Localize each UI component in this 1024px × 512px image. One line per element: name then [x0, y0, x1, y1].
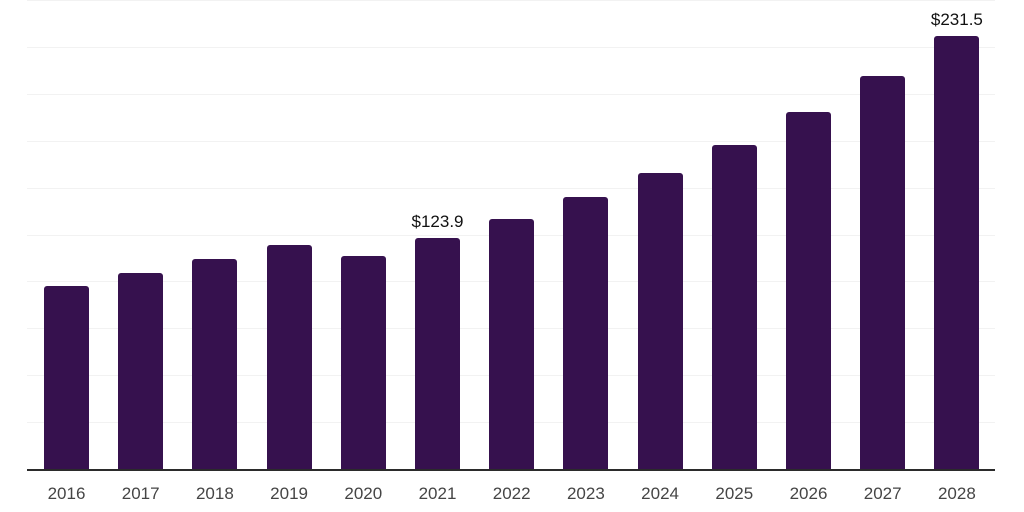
bar-2022 [489, 218, 535, 470]
bar-2024 [637, 172, 683, 470]
bar-2019 [266, 244, 312, 470]
x-tick-2026: 2026 [789, 484, 828, 503]
x-tick-2028: 2028 [937, 484, 976, 503]
x-tick-2019: 2019 [270, 484, 309, 503]
gridline [27, 140, 995, 142]
gridline [27, 0, 995, 1]
x-tick-2023: 2023 [566, 484, 605, 503]
bar-2027 [860, 76, 906, 470]
plot-area: $123.9 $231.5 [27, 0, 995, 471]
gridline [27, 46, 995, 48]
bar-2023 [563, 196, 609, 470]
x-tick-2017: 2017 [121, 484, 160, 503]
bar-2020 [340, 256, 386, 470]
bar-2028 [934, 35, 980, 470]
x-tick-2022: 2022 [492, 484, 531, 503]
x-tick-2016: 2016 [47, 484, 86, 503]
gridline [27, 93, 995, 95]
x-tick-2018: 2018 [195, 484, 234, 503]
bar-2016 [44, 285, 89, 470]
x-tick-2024: 2024 [641, 484, 680, 503]
bar-value-label-2021: $123.9 [411, 211, 464, 231]
x-tick-2027: 2027 [863, 484, 902, 503]
bar-2026 [786, 112, 831, 470]
bar-2017 [118, 273, 164, 470]
bar-value-label-2028: $231.5 [930, 9, 983, 29]
x-tick-2021: 2021 [418, 484, 457, 503]
bar-2025 [711, 145, 757, 470]
x-tick-2025: 2025 [715, 484, 754, 503]
x-axis-line [27, 469, 995, 471]
bar-2021 [415, 237, 460, 470]
bar-2018 [192, 259, 238, 470]
x-tick-2020: 2020 [344, 484, 383, 503]
gridline [27, 187, 995, 189]
